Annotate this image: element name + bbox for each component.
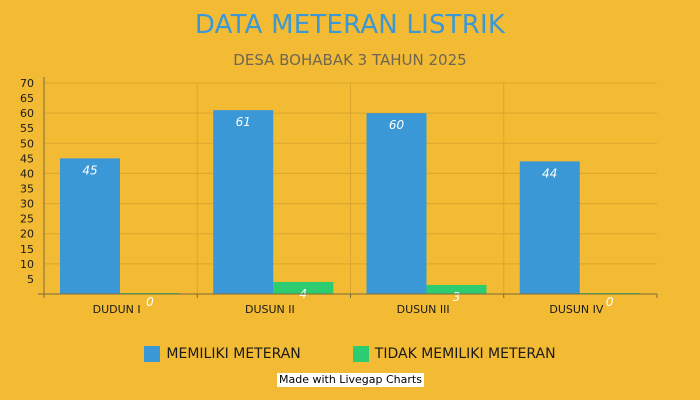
y-tick-label: 35 <box>20 183 34 196</box>
y-tick-label: 25 <box>20 213 34 226</box>
y-tick-label: 40 <box>20 167 34 180</box>
bar-value-label: 0 <box>146 295 154 309</box>
y-tick-label: 20 <box>20 228 34 241</box>
chart-subtitle: DESA BOHABAK 3 TAHUN 2025 <box>233 51 467 69</box>
y-tick-label: 55 <box>20 122 34 135</box>
x-category-label: DUSUN II <box>245 303 295 316</box>
credit-text[interactable]: Made with Livegap Charts <box>277 373 424 387</box>
x-category-label: DUDUN I <box>93 303 141 316</box>
legend-item-tidak-memiliki[interactable]: TIDAK MEMILIKI METERAN <box>352 346 556 362</box>
bar-memiliki <box>366 113 427 295</box>
bar-value-label: 60 <box>389 118 405 132</box>
bar-value-label: 45 <box>82 163 97 177</box>
y-tick-label: 5 <box>27 273 34 286</box>
legend-item-memiliki[interactable]: MEMILIKI METERAN <box>144 346 301 362</box>
bar-memiliki <box>60 158 120 294</box>
bar-memiliki <box>213 110 274 294</box>
y-tick-label: 45 <box>20 152 34 165</box>
legend-swatch-tidak-memiliki <box>352 346 369 362</box>
y-tick-label: 15 <box>20 243 34 256</box>
chart-title: DATA METERAN LISTRIK <box>194 10 506 40</box>
y-tick-label: 10 <box>20 258 34 271</box>
legend-swatch-memiliki <box>144 346 161 362</box>
y-tick-label: 70 <box>20 77 34 90</box>
y-tick-label: 65 <box>20 92 34 105</box>
legend-label-memiliki: MEMILIKI METERAN <box>166 346 301 362</box>
bar-memiliki <box>519 161 580 294</box>
bar-value-label: 61 <box>236 115 251 129</box>
bar-value-label: 44 <box>542 166 557 180</box>
chart-legend: MEMILIKI METERAN TIDAK MEMILIKI METERAN <box>0 346 700 362</box>
bar-tidak-memiliki <box>426 284 487 294</box>
bar-value-label: 3 <box>453 290 461 304</box>
x-category-label: DUSUN III <box>397 303 450 316</box>
y-tick-label: 30 <box>20 198 34 211</box>
legend-label-tidak-memiliki: TIDAK MEMILIKI METERAN <box>374 346 556 362</box>
y-tick-label: 50 <box>20 137 34 150</box>
bar-value-label: 0 <box>606 295 614 309</box>
y-tick-label: 60 <box>20 107 34 120</box>
x-category-label: DUSUN IV <box>549 303 604 316</box>
bar-tidak-memiliki <box>273 281 334 294</box>
